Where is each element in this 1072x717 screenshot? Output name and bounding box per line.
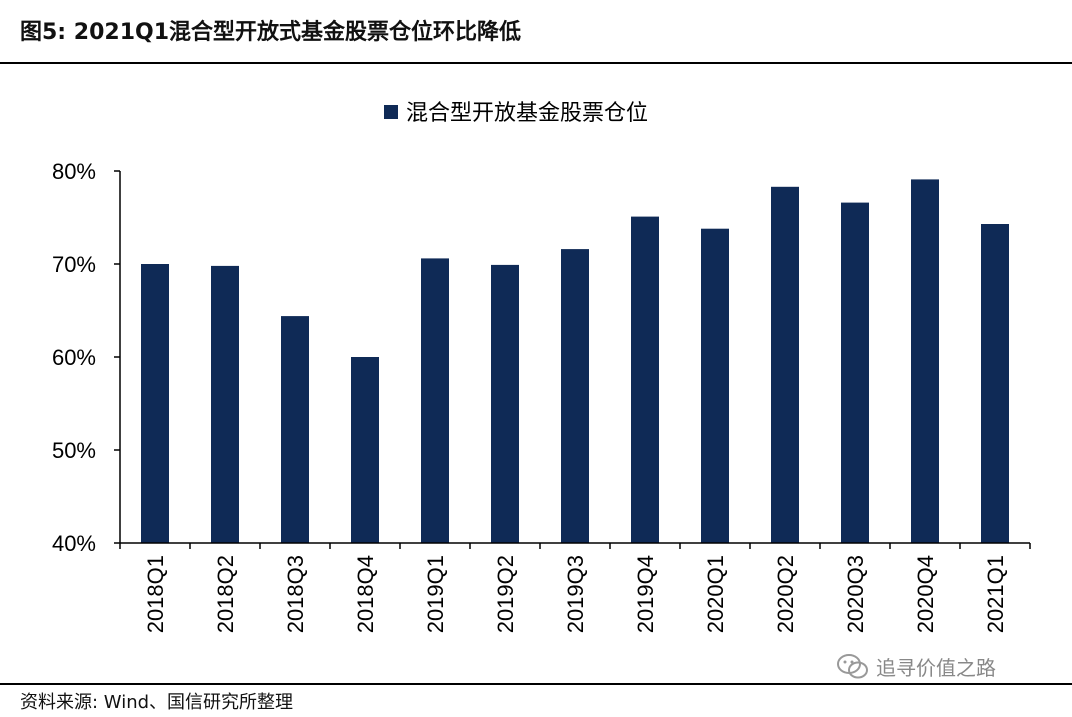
source-note: 资料来源: Wind、国信研究所整理: [20, 692, 294, 713]
bar-2019Q4: [631, 216, 659, 543]
chart-legend: 混合型开放基金股票仓位: [384, 101, 648, 126]
x-tick-label: 2019Q2: [493, 555, 518, 633]
bar-2018Q1: [141, 264, 169, 543]
legend-label: 混合型开放基金股票仓位: [406, 101, 648, 126]
bar-2018Q3: [281, 316, 309, 543]
bar-2020Q1: [701, 228, 729, 543]
x-tick-label: 2019Q3: [563, 555, 588, 633]
x-tick-label: 2018Q3: [283, 555, 308, 633]
x-tick-label: 2019Q4: [633, 555, 658, 633]
y-tick-label: 40%: [52, 531, 96, 556]
x-tick-label: 2018Q4: [353, 555, 378, 633]
x-tick-label: 2020Q3: [843, 555, 868, 633]
bar-chart: 混合型开放基金股票仓位 40% 50% 60% 70% 80% 2018Q1 2018Q2…: [52, 101, 1031, 633]
y-tick-label: 70%: [52, 252, 96, 277]
y-tick-label: 80%: [52, 159, 96, 184]
x-tick-label: 2020Q4: [913, 555, 938, 633]
bar-2019Q2: [491, 264, 519, 543]
bar-2018Q4: [351, 357, 379, 543]
bar-2020Q3: [841, 202, 869, 543]
x-tick-label: 2021Q1: [983, 555, 1008, 633]
x-tick-label: 2018Q1: [143, 555, 168, 633]
watermark: 追寻价值之路: [836, 652, 996, 681]
bar-2019Q1: [421, 258, 449, 543]
bar-2020Q2: [771, 186, 799, 544]
x-tick-label: 2018Q2: [213, 555, 238, 633]
bar-2018Q2: [211, 265, 239, 543]
bars-group: [141, 179, 1009, 544]
y-axis: 40% 50% 60% 70% 80%: [52, 159, 121, 556]
x-tick-label: 2020Q2: [773, 555, 798, 633]
bottom-divider: [0, 683, 1072, 685]
y-tick-label: 60%: [52, 345, 96, 370]
legend-swatch: [384, 105, 398, 119]
bar-2020Q4: [911, 179, 939, 543]
wechat-icon: [837, 653, 868, 678]
figure-title: 图5: 2021Q1混合型开放式基金股票仓位环比降低: [20, 20, 522, 45]
x-axis: 2018Q1 2018Q2 2018Q3 2018Q4 2019Q1 2019Q2 2019…: [119, 542, 1031, 633]
x-tick-label: 2019Q1: [423, 555, 448, 633]
bar-2019Q3: [561, 249, 589, 543]
x-tick-label: 2020Q1: [703, 555, 728, 633]
y-tick-label: 50%: [52, 438, 96, 463]
bar-2021Q1: [981, 224, 1009, 543]
top-divider: [0, 62, 1072, 64]
watermark-text: 追寻价值之路: [876, 656, 996, 680]
